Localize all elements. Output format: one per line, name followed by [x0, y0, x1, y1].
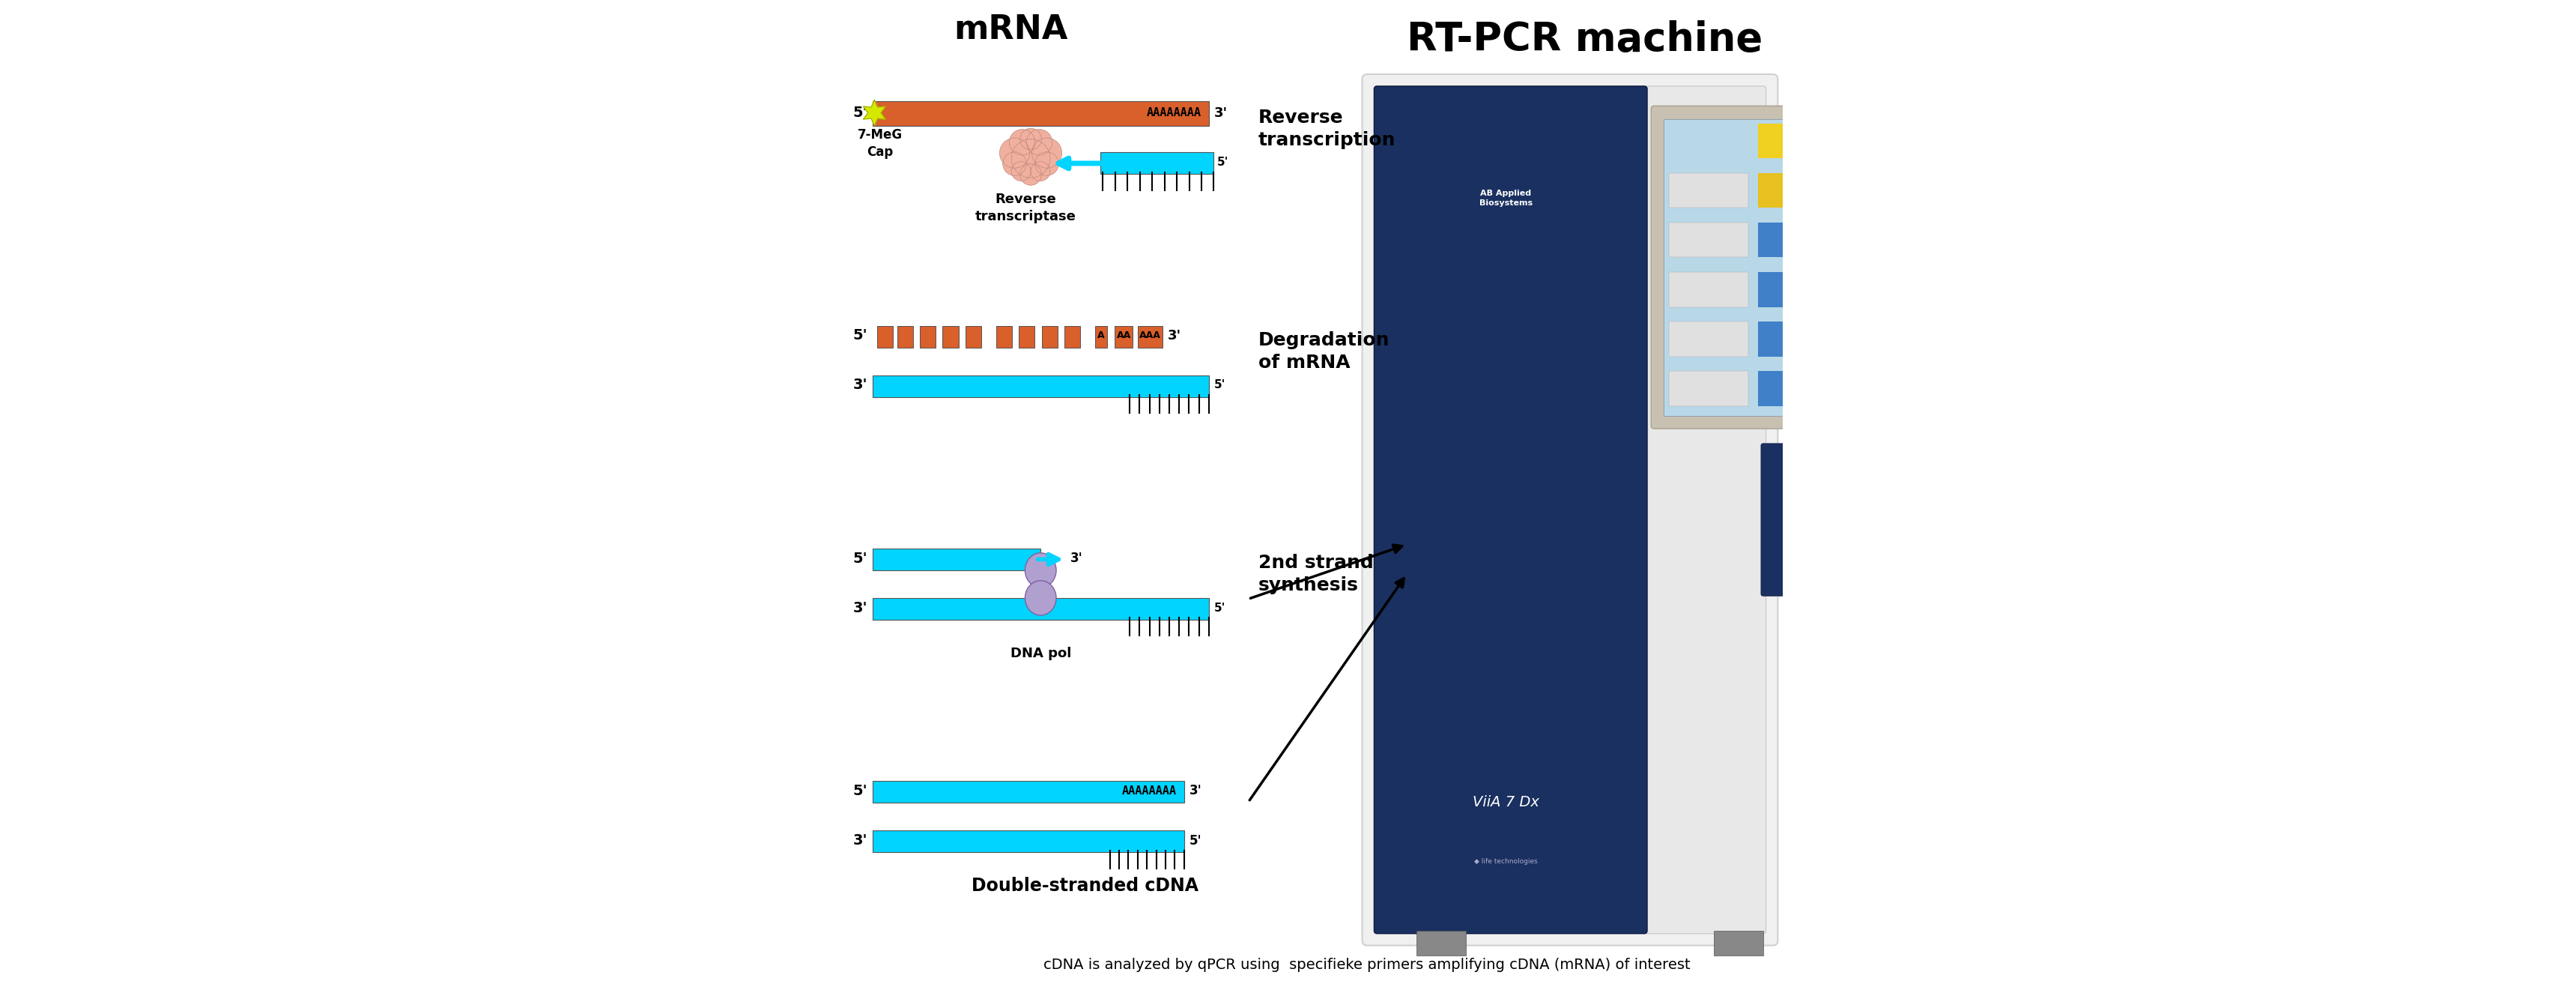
- Bar: [1757, 371, 1868, 406]
- Text: 5': 5': [853, 329, 868, 343]
- Polygon shape: [863, 100, 886, 126]
- Text: ViiA 7 Dx: ViiA 7 Dx: [1473, 795, 1538, 809]
- Text: 3': 3': [1190, 784, 1200, 798]
- Bar: [873, 831, 1185, 852]
- Bar: [920, 326, 935, 347]
- Bar: [873, 781, 1185, 803]
- Text: 2nd strand
synthesis: 2nd strand synthesis: [1257, 554, 1373, 594]
- Text: 5': 5': [1213, 602, 1226, 614]
- FancyBboxPatch shape: [1641, 86, 1767, 934]
- Circle shape: [1020, 129, 1041, 149]
- Bar: [1757, 322, 1868, 356]
- Circle shape: [1020, 163, 1041, 185]
- Text: 3': 3': [853, 378, 868, 392]
- FancyBboxPatch shape: [1762, 444, 1785, 596]
- Text: AAAAAAAA: AAAAAAAA: [1123, 785, 1177, 797]
- Text: 5': 5': [1216, 156, 1229, 168]
- FancyBboxPatch shape: [1870, 197, 1906, 234]
- Bar: [943, 326, 958, 347]
- Bar: [1020, 326, 1036, 347]
- Text: 5': 5': [853, 551, 868, 565]
- Text: 5': 5': [1213, 379, 1226, 391]
- Text: 3': 3': [853, 601, 868, 615]
- Bar: [1669, 272, 1749, 307]
- Bar: [873, 375, 1208, 397]
- Text: 3': 3': [1069, 551, 1082, 565]
- Text: AAA: AAA: [1139, 331, 1162, 341]
- Text: cDNA is analyzed by qPCR using  specifieke primers amplifying cDNA (mRNA) of int: cDNA is analyzed by qPCR using specifiek…: [1043, 958, 1690, 972]
- Bar: [997, 326, 1012, 347]
- Text: 3': 3': [1167, 329, 1180, 343]
- Text: Reverse
transcriptase: Reverse transcriptase: [976, 193, 1077, 223]
- Bar: [1115, 326, 1133, 347]
- Bar: [966, 326, 981, 347]
- Ellipse shape: [1025, 580, 1056, 615]
- Text: A: A: [1097, 331, 1105, 341]
- Text: Double-stranded cDNA: Double-stranded cDNA: [971, 877, 1198, 895]
- FancyBboxPatch shape: [1373, 86, 1646, 934]
- Text: RT-PCR machine: RT-PCR machine: [1406, 20, 1762, 59]
- Bar: [1757, 124, 1868, 158]
- Bar: [1041, 326, 1056, 347]
- Bar: [1095, 326, 1108, 347]
- FancyBboxPatch shape: [1651, 106, 1924, 429]
- Circle shape: [1012, 139, 1051, 178]
- Text: 5': 5': [853, 784, 868, 798]
- Text: 3': 3': [853, 834, 868, 847]
- FancyBboxPatch shape: [1870, 251, 1906, 288]
- Text: mRNA: mRNA: [953, 14, 1069, 46]
- Text: Reverse
transcription: Reverse transcription: [1257, 109, 1396, 148]
- Bar: [1417, 931, 1466, 955]
- FancyBboxPatch shape: [1870, 360, 1906, 397]
- Circle shape: [1012, 161, 1030, 181]
- Bar: [1757, 272, 1868, 307]
- Text: 5': 5': [853, 106, 868, 120]
- Text: AB Applied
Biosystems: AB Applied Biosystems: [1479, 189, 1533, 207]
- Bar: [1669, 322, 1749, 356]
- Bar: [1664, 119, 1911, 416]
- Circle shape: [1002, 151, 1025, 175]
- Circle shape: [1010, 130, 1036, 155]
- Circle shape: [999, 138, 1030, 168]
- Text: DNA pol: DNA pol: [1010, 646, 1072, 660]
- Text: 5': 5': [1190, 834, 1200, 847]
- Bar: [873, 101, 1208, 127]
- Circle shape: [1036, 151, 1059, 175]
- Ellipse shape: [1025, 552, 1056, 587]
- Bar: [1669, 371, 1749, 406]
- Bar: [873, 598, 1208, 620]
- Circle shape: [1030, 161, 1051, 181]
- FancyBboxPatch shape: [1870, 306, 1906, 343]
- Bar: [1100, 152, 1213, 174]
- Text: 3': 3': [1213, 106, 1226, 120]
- Bar: [1713, 931, 1762, 955]
- Circle shape: [1033, 138, 1061, 168]
- Bar: [1064, 326, 1079, 347]
- Text: AAAAAAAA: AAAAAAAA: [1146, 107, 1200, 119]
- Bar: [873, 548, 1041, 570]
- Bar: [878, 326, 894, 347]
- Bar: [1669, 223, 1749, 257]
- Text: Degradation
of mRNA: Degradation of mRNA: [1257, 332, 1391, 371]
- Text: 7-MeG
Cap: 7-MeG Cap: [858, 129, 902, 158]
- Bar: [1757, 173, 1868, 208]
- Text: ◆ life technologies: ◆ life technologies: [1473, 858, 1538, 864]
- Bar: [896, 326, 912, 347]
- FancyBboxPatch shape: [1363, 74, 1777, 945]
- Bar: [1139, 326, 1162, 347]
- Bar: [1757, 223, 1868, 257]
- Bar: [1669, 173, 1749, 208]
- Text: AA: AA: [1115, 331, 1131, 341]
- Circle shape: [1025, 130, 1051, 155]
